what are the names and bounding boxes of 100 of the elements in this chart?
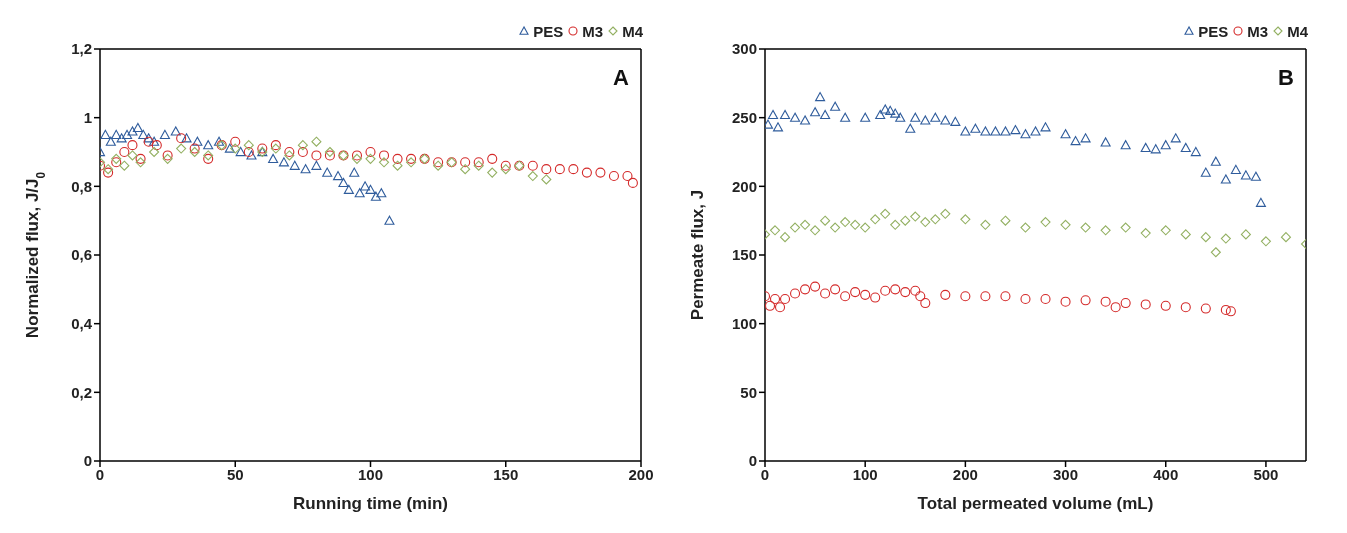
point bbox=[769, 293, 781, 304]
point bbox=[860, 222, 871, 233]
point bbox=[349, 167, 360, 177]
point bbox=[1200, 167, 1211, 177]
point bbox=[189, 143, 200, 154]
point bbox=[1060, 219, 1071, 230]
x-tick-label: 100 bbox=[357, 465, 384, 483]
legend-label: M3 bbox=[1247, 22, 1269, 40]
point bbox=[850, 287, 861, 298]
point bbox=[779, 109, 791, 120]
point bbox=[143, 136, 154, 147]
point bbox=[460, 157, 471, 168]
point bbox=[820, 288, 831, 299]
point bbox=[960, 126, 971, 136]
point bbox=[203, 140, 214, 150]
point bbox=[810, 107, 821, 117]
point bbox=[1250, 171, 1261, 181]
point bbox=[487, 167, 498, 178]
point bbox=[1180, 302, 1191, 313]
legend-label: M4 bbox=[1287, 22, 1308, 40]
point bbox=[870, 292, 881, 303]
point bbox=[143, 133, 154, 143]
point bbox=[1220, 304, 1231, 315]
y-tick-label: 1,2 bbox=[71, 40, 92, 58]
y-tick-label: 100 bbox=[731, 314, 757, 332]
y-tick-label: 1 bbox=[83, 108, 92, 126]
point bbox=[790, 222, 801, 233]
point bbox=[920, 216, 931, 228]
point bbox=[880, 285, 891, 296]
point bbox=[1040, 216, 1051, 228]
y-tick-label: 50 bbox=[740, 383, 757, 401]
point bbox=[960, 214, 971, 225]
point bbox=[820, 109, 831, 120]
y-tick-label: 0,8 bbox=[71, 177, 92, 195]
point bbox=[765, 300, 776, 311]
point bbox=[224, 143, 235, 153]
point bbox=[311, 136, 322, 147]
point bbox=[820, 215, 831, 226]
x-tick-label: 0 bbox=[760, 465, 770, 483]
point bbox=[970, 123, 981, 133]
point bbox=[243, 140, 254, 151]
x-tick-label: 400 bbox=[1153, 465, 1179, 483]
point bbox=[980, 219, 991, 230]
point bbox=[1040, 293, 1051, 304]
point bbox=[116, 133, 127, 143]
point bbox=[181, 133, 192, 143]
point bbox=[1010, 124, 1021, 135]
point bbox=[1000, 126, 1011, 136]
x-tick-label: 50 bbox=[226, 465, 244, 483]
point bbox=[500, 164, 511, 175]
y-tick-label: 0 bbox=[83, 452, 92, 470]
point bbox=[149, 136, 160, 146]
legend-label: PES bbox=[533, 22, 564, 40]
point bbox=[1020, 222, 1031, 233]
point bbox=[360, 181, 371, 191]
point bbox=[779, 293, 791, 304]
point bbox=[885, 105, 896, 115]
point bbox=[1225, 306, 1236, 317]
point bbox=[1260, 236, 1271, 247]
point bbox=[1030, 126, 1041, 136]
point bbox=[815, 92, 826, 102]
point bbox=[1140, 227, 1151, 239]
x-axis-title: Total permeated volume (mL) bbox=[917, 494, 1154, 513]
point bbox=[1080, 222, 1091, 233]
point bbox=[1230, 164, 1241, 174]
point bbox=[176, 143, 187, 154]
point bbox=[1220, 174, 1231, 184]
point bbox=[880, 208, 891, 219]
point bbox=[1190, 146, 1201, 157]
point bbox=[213, 136, 225, 146]
point bbox=[910, 112, 921, 122]
point bbox=[769, 225, 781, 236]
point bbox=[127, 140, 138, 151]
point bbox=[311, 160, 322, 170]
point bbox=[111, 129, 122, 139]
point bbox=[119, 160, 130, 171]
point bbox=[122, 129, 133, 139]
y-tick-label: 0,6 bbox=[71, 246, 92, 264]
point bbox=[1150, 144, 1161, 154]
point bbox=[284, 150, 295, 161]
point bbox=[311, 150, 322, 161]
point bbox=[406, 157, 417, 168]
point bbox=[772, 122, 784, 132]
annotation: B bbox=[1278, 65, 1294, 91]
point bbox=[460, 164, 471, 175]
point bbox=[392, 160, 403, 171]
point bbox=[1210, 247, 1221, 258]
point bbox=[268, 153, 279, 164]
point bbox=[980, 126, 991, 136]
point bbox=[105, 136, 116, 146]
point bbox=[890, 284, 901, 295]
point bbox=[1060, 296, 1071, 307]
point bbox=[840, 291, 851, 302]
point bbox=[1110, 302, 1121, 313]
point bbox=[1140, 299, 1151, 310]
point bbox=[950, 116, 961, 126]
point bbox=[595, 167, 606, 178]
point bbox=[487, 153, 498, 164]
point bbox=[1000, 291, 1011, 302]
point bbox=[627, 177, 638, 188]
